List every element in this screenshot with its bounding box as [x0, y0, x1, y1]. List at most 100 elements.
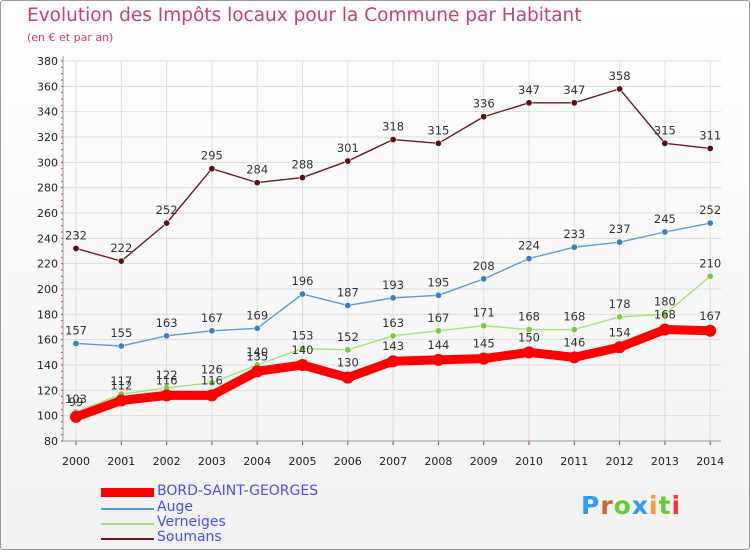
point-soumans-2005 [298, 174, 306, 182]
data-label-auge-2012: 237 [609, 222, 631, 236]
point-auge-2004 [253, 324, 261, 332]
legend-label-verneiges: Verneiges [157, 514, 226, 530]
data-label-auge-2014: 252 [699, 203, 721, 217]
data-label-soumans-2006: 301 [337, 141, 359, 155]
y-tick-label-100: 100 [37, 410, 58, 423]
point-auge-2003 [208, 327, 216, 335]
data-label-verneiges-2014: 210 [699, 256, 721, 270]
point-auge-2006 [344, 301, 352, 309]
data-label-soumans-2000: 232 [65, 228, 87, 242]
data-label-verneiges-2004: 140 [246, 345, 268, 359]
point-soumans-2006 [344, 157, 352, 165]
point-auge-2010 [525, 255, 533, 263]
data-label-verneiges-2011: 168 [563, 310, 585, 324]
y-tick-label-200: 200 [37, 283, 58, 296]
data-label-auge-2009: 208 [473, 259, 495, 273]
point-verneiges-2007 [389, 332, 397, 340]
point-soumans-2000 [72, 244, 80, 252]
x-tick-label-2011: 2011 [560, 455, 588, 468]
point-bord-saint-georges-2007 [387, 355, 400, 368]
x-tick-label-2012: 2012 [606, 455, 634, 468]
point-soumans-2010 [525, 99, 533, 107]
x-tick-label-2000: 2000 [62, 455, 90, 468]
y-tick-label-160: 160 [37, 334, 58, 347]
data-label-bord-saint-georges-2009: 145 [473, 337, 495, 351]
point-verneiges-2012 [616, 313, 624, 321]
data-label-verneiges-2002: 122 [156, 368, 178, 382]
data-label-verneiges-2008: 167 [427, 311, 449, 325]
data-label-auge-2007: 193 [382, 278, 404, 292]
point-verneiges-2013 [661, 310, 669, 318]
legend-swatch-soumans [101, 538, 154, 540]
point-bord-saint-georges-2000 [70, 410, 82, 423]
point-bord-saint-georges-2013 [658, 323, 671, 336]
x-tick-label-2002: 2002 [153, 455, 181, 468]
y-tick-label-300: 300 [37, 156, 58, 169]
point-soumans-2011 [570, 99, 578, 107]
data-label-auge-2001: 155 [110, 326, 132, 340]
point-soumans-2002 [163, 219, 171, 227]
point-soumans-2007 [389, 136, 397, 144]
logo-letter: i [649, 491, 659, 520]
point-auge-2002 [163, 332, 171, 340]
proxiti-logo: Proxiti [581, 491, 681, 520]
data-label-verneiges-2013: 180 [654, 294, 676, 308]
point-bord-saint-georges-2009 [477, 352, 490, 365]
point-bord-saint-georges-2006 [341, 371, 354, 384]
x-tick-label-2001: 2001 [107, 455, 135, 468]
y-tick-label-380: 380 [37, 55, 58, 68]
data-label-bord-saint-georges-2013: 168 [654, 308, 676, 322]
x-tick-label-2006: 2006 [334, 455, 362, 468]
y-tick-label-360: 360 [37, 80, 58, 93]
data-label-auge-2006: 187 [337, 285, 359, 299]
series-lines [70, 85, 717, 423]
point-bord-saint-georges-2012 [613, 341, 626, 354]
point-soumans-2004 [253, 179, 261, 187]
point-bord-saint-georges-2014 [704, 324, 717, 337]
data-label-verneiges-2007: 163 [382, 316, 404, 330]
data-label-bord-saint-georges-2005: 140 [292, 343, 314, 357]
logo-letter: t [658, 491, 672, 520]
data-label-bord-saint-georges-2004: 135 [246, 349, 268, 363]
legend-label-auge: Auge [157, 499, 193, 515]
data-label-bord-saint-georges-2012: 154 [609, 325, 631, 339]
data-label-auge-2005: 196 [292, 274, 314, 288]
y-tick-label-80: 80 [44, 435, 58, 448]
data-label-auge-2002: 163 [156, 316, 178, 330]
data-label-auge-2010: 224 [518, 239, 540, 253]
data-label-soumans-2013: 315 [654, 123, 676, 137]
data-label-verneiges-2000: 103 [65, 392, 87, 406]
legend-label-soumans: Soumans [157, 529, 222, 545]
chart-subtitle: (en € et par an) [27, 31, 114, 44]
data-label-verneiges-2003: 126 [201, 363, 223, 377]
point-auge-2007 [389, 294, 397, 302]
y-tick-label-240: 240 [37, 232, 58, 245]
legend-swatch-auge [101, 508, 154, 510]
point-verneiges-2003 [208, 379, 216, 387]
data-label-auge-2013: 245 [654, 212, 676, 226]
data-label-bord-saint-georges-2000: 99 [69, 395, 84, 409]
point-soumans-2009 [480, 113, 488, 121]
data-label-bord-saint-georges-2011: 146 [563, 335, 585, 349]
data-label-soumans-2014: 311 [699, 128, 721, 142]
y-tick-label-280: 280 [37, 182, 58, 195]
point-soumans-2008 [434, 139, 442, 147]
y-tick-label-120: 120 [37, 384, 58, 397]
x-tick-label-2003: 2003 [198, 455, 226, 468]
data-label-verneiges-2012: 178 [609, 297, 631, 311]
data-label-verneiges-2009: 171 [473, 306, 495, 320]
point-soumans-2003 [208, 165, 216, 173]
point-bord-saint-georges-2001 [115, 394, 128, 407]
point-bord-saint-georges-2002 [160, 389, 173, 402]
logo-letter: r [600, 491, 614, 520]
data-label-bord-saint-georges-2010: 150 [518, 330, 540, 344]
point-soumans-2013 [661, 139, 669, 147]
point-auge-2008 [434, 291, 442, 299]
y-tick-label-340: 340 [37, 106, 58, 119]
y-tick-label-180: 180 [37, 308, 58, 321]
data-label-soumans-2009: 336 [473, 97, 495, 111]
point-bord-saint-georges-2011 [568, 351, 581, 364]
point-soumans-2001 [117, 257, 125, 265]
